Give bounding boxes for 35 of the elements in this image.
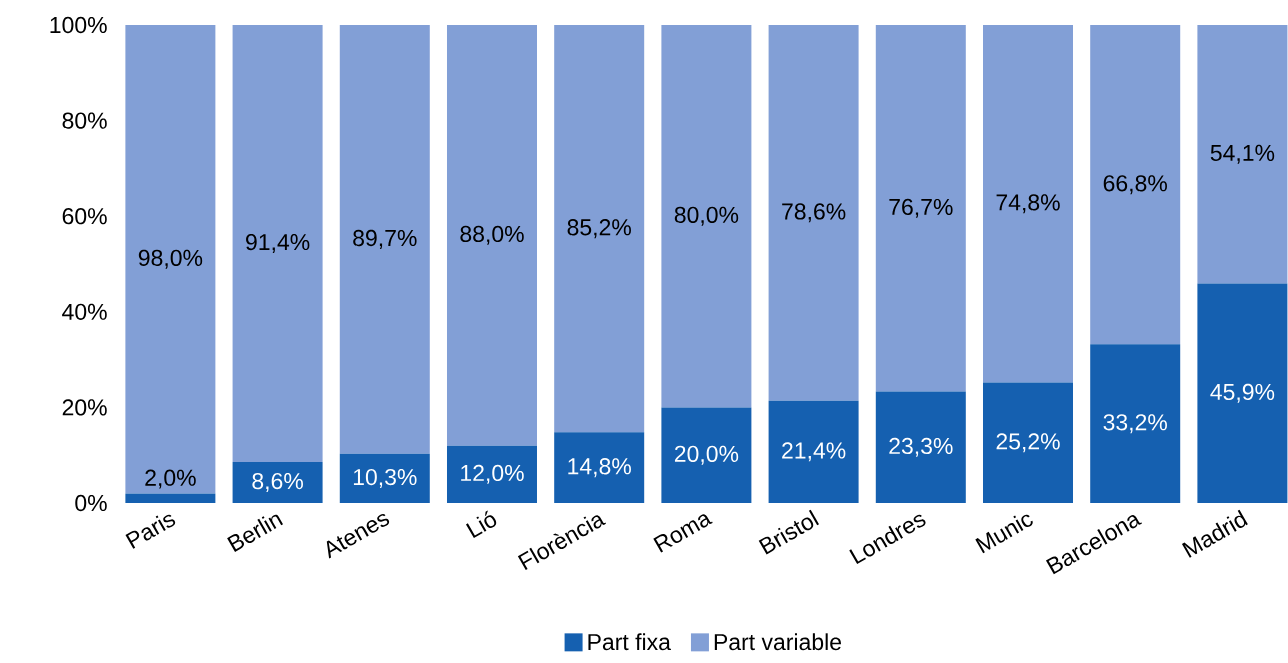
data-label: 54,1% xyxy=(1210,144,1275,164)
data-label: 23,3% xyxy=(889,437,953,457)
data-label: 76,7% xyxy=(889,198,953,218)
legend-label: Part variable xyxy=(714,633,841,651)
y-tick-label: 60% xyxy=(62,208,107,225)
y-tick-label: 20% xyxy=(62,399,107,416)
y-tick-label: 100% xyxy=(50,16,107,34)
data-label: 14,8% xyxy=(568,458,631,478)
data-label: 10,3% xyxy=(353,468,417,488)
y-tick-label: 0% xyxy=(75,494,107,512)
y-tick-label: 40% xyxy=(62,303,107,320)
x-tick-label: Roma xyxy=(653,514,713,553)
x-tick-label: Munic xyxy=(975,514,1033,554)
legend-label: Part fixa xyxy=(588,633,671,651)
data-label: 74,8% xyxy=(996,194,1060,214)
x-tick-label: Lió xyxy=(465,510,497,539)
data-label: 8,6% xyxy=(252,472,303,492)
data-label: 66,8% xyxy=(1103,175,1167,195)
data-label: 91,4% xyxy=(246,233,310,253)
data-label: 88,0% xyxy=(460,225,524,245)
data-label: 89,7% xyxy=(353,229,417,249)
x-tick-label: Paris xyxy=(125,514,176,549)
data-label: 45,9% xyxy=(1210,383,1275,403)
data-label: 12,0% xyxy=(461,464,524,484)
data-label: 78,6% xyxy=(782,203,846,223)
data-label: 25,2% xyxy=(996,433,1060,453)
data-label: 2,0% xyxy=(145,469,196,489)
data-label: 21,4% xyxy=(782,442,846,462)
data-label: 85,2% xyxy=(567,219,631,239)
y-tick-label: 80% xyxy=(62,112,107,129)
data-label: 20,0% xyxy=(674,445,739,465)
data-label: 80,0% xyxy=(674,206,739,226)
data-label: 33,2% xyxy=(1103,414,1167,434)
data-label: 98,0% xyxy=(138,249,203,269)
x-tick-label: Berlin xyxy=(227,514,284,552)
